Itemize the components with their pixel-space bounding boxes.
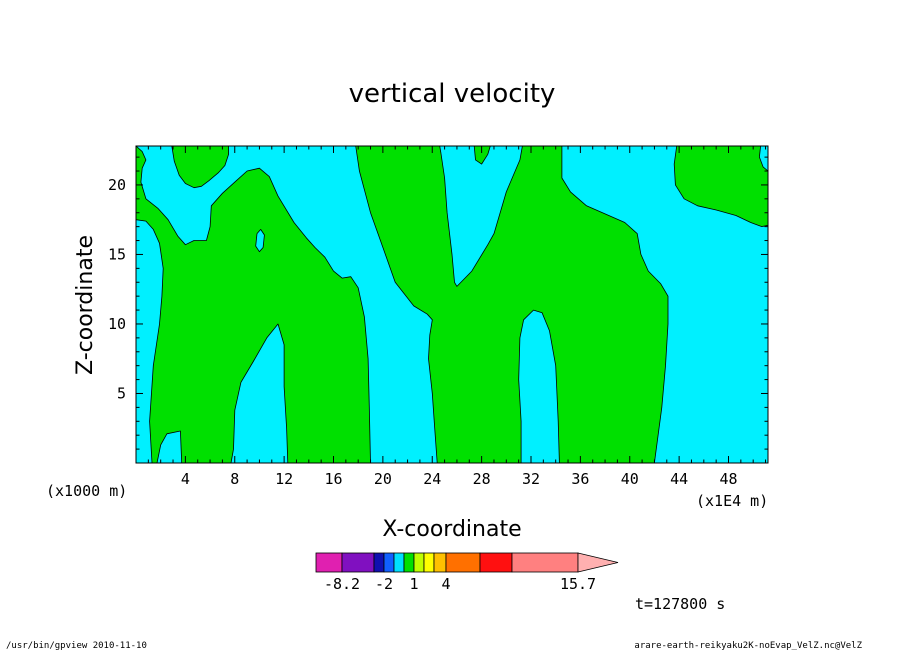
colorbar-label: 1 bbox=[409, 575, 418, 593]
x-tick-label: 12 bbox=[275, 470, 293, 488]
y-tick-label: 5 bbox=[117, 384, 126, 402]
contour-region-2 bbox=[171, 145, 230, 189]
x-tick-label: 32 bbox=[522, 470, 540, 488]
x-tick-label: 20 bbox=[374, 470, 392, 488]
plot-frame bbox=[135, 145, 769, 464]
colorbar-swatch bbox=[393, 552, 405, 573]
colorbar-swatch bbox=[383, 552, 395, 573]
contour-region-5 bbox=[255, 228, 265, 253]
colorbar-label: -8.2 bbox=[324, 575, 360, 593]
colorbar-swatch bbox=[433, 552, 447, 573]
x-tick-label: 36 bbox=[571, 470, 589, 488]
contour-regions bbox=[135, 145, 769, 464]
x-tick-label: 4 bbox=[181, 470, 190, 488]
colorbar-label: -2 bbox=[375, 575, 393, 593]
footer-program-date: /usr/bin/gpview 2010-11-10 bbox=[6, 641, 147, 651]
colorbar-swatch bbox=[511, 552, 579, 573]
y-tick-label: 20 bbox=[108, 176, 126, 194]
time-label: t=127800 s bbox=[635, 595, 725, 613]
x-tick-label: 16 bbox=[324, 470, 342, 488]
x-tick-label: 24 bbox=[423, 470, 441, 488]
colorbar-swatch bbox=[315, 552, 343, 573]
y-axis-label: Z-coordinate bbox=[73, 235, 98, 375]
x-tick-label: 48 bbox=[719, 470, 737, 488]
colorbar-arrow bbox=[577, 552, 619, 573]
x-tick-label: 40 bbox=[621, 470, 639, 488]
colorbar-swatch bbox=[423, 552, 435, 573]
colorbar-swatch bbox=[413, 552, 425, 573]
contour-region-3 bbox=[355, 145, 669, 464]
x-axis-label: X-coordinate bbox=[382, 517, 521, 542]
colorbar-swatch bbox=[403, 552, 415, 573]
x-unit-label-secondary: (x1E4 m) bbox=[696, 492, 768, 510]
colorbar-label: 4 bbox=[441, 575, 450, 593]
x-tick-label: 8 bbox=[230, 470, 239, 488]
colorbar-label: 15.7 bbox=[560, 575, 596, 593]
x-tick-label: 28 bbox=[473, 470, 491, 488]
y-tick-label: 10 bbox=[108, 315, 126, 333]
contour-region-1 bbox=[135, 145, 371, 464]
y-tick-label: 15 bbox=[108, 245, 126, 263]
footer-source: arare-earth-reikyaku2K-noEvap_VelZ.nc@Ve… bbox=[634, 641, 862, 651]
colorbar-swatch bbox=[341, 552, 375, 573]
colorbar-swatch bbox=[479, 552, 513, 573]
x-tick-label: 44 bbox=[670, 470, 688, 488]
contour-region-4 bbox=[673, 145, 769, 228]
x-unit-label: (x1000 m) bbox=[46, 482, 127, 500]
colorbar-swatch bbox=[445, 552, 481, 573]
colorbar: -8.2 -2 1 4 15.7 bbox=[315, 552, 619, 593]
colorbar-swatch bbox=[373, 552, 385, 573]
chart-title: vertical velocity bbox=[349, 79, 556, 109]
